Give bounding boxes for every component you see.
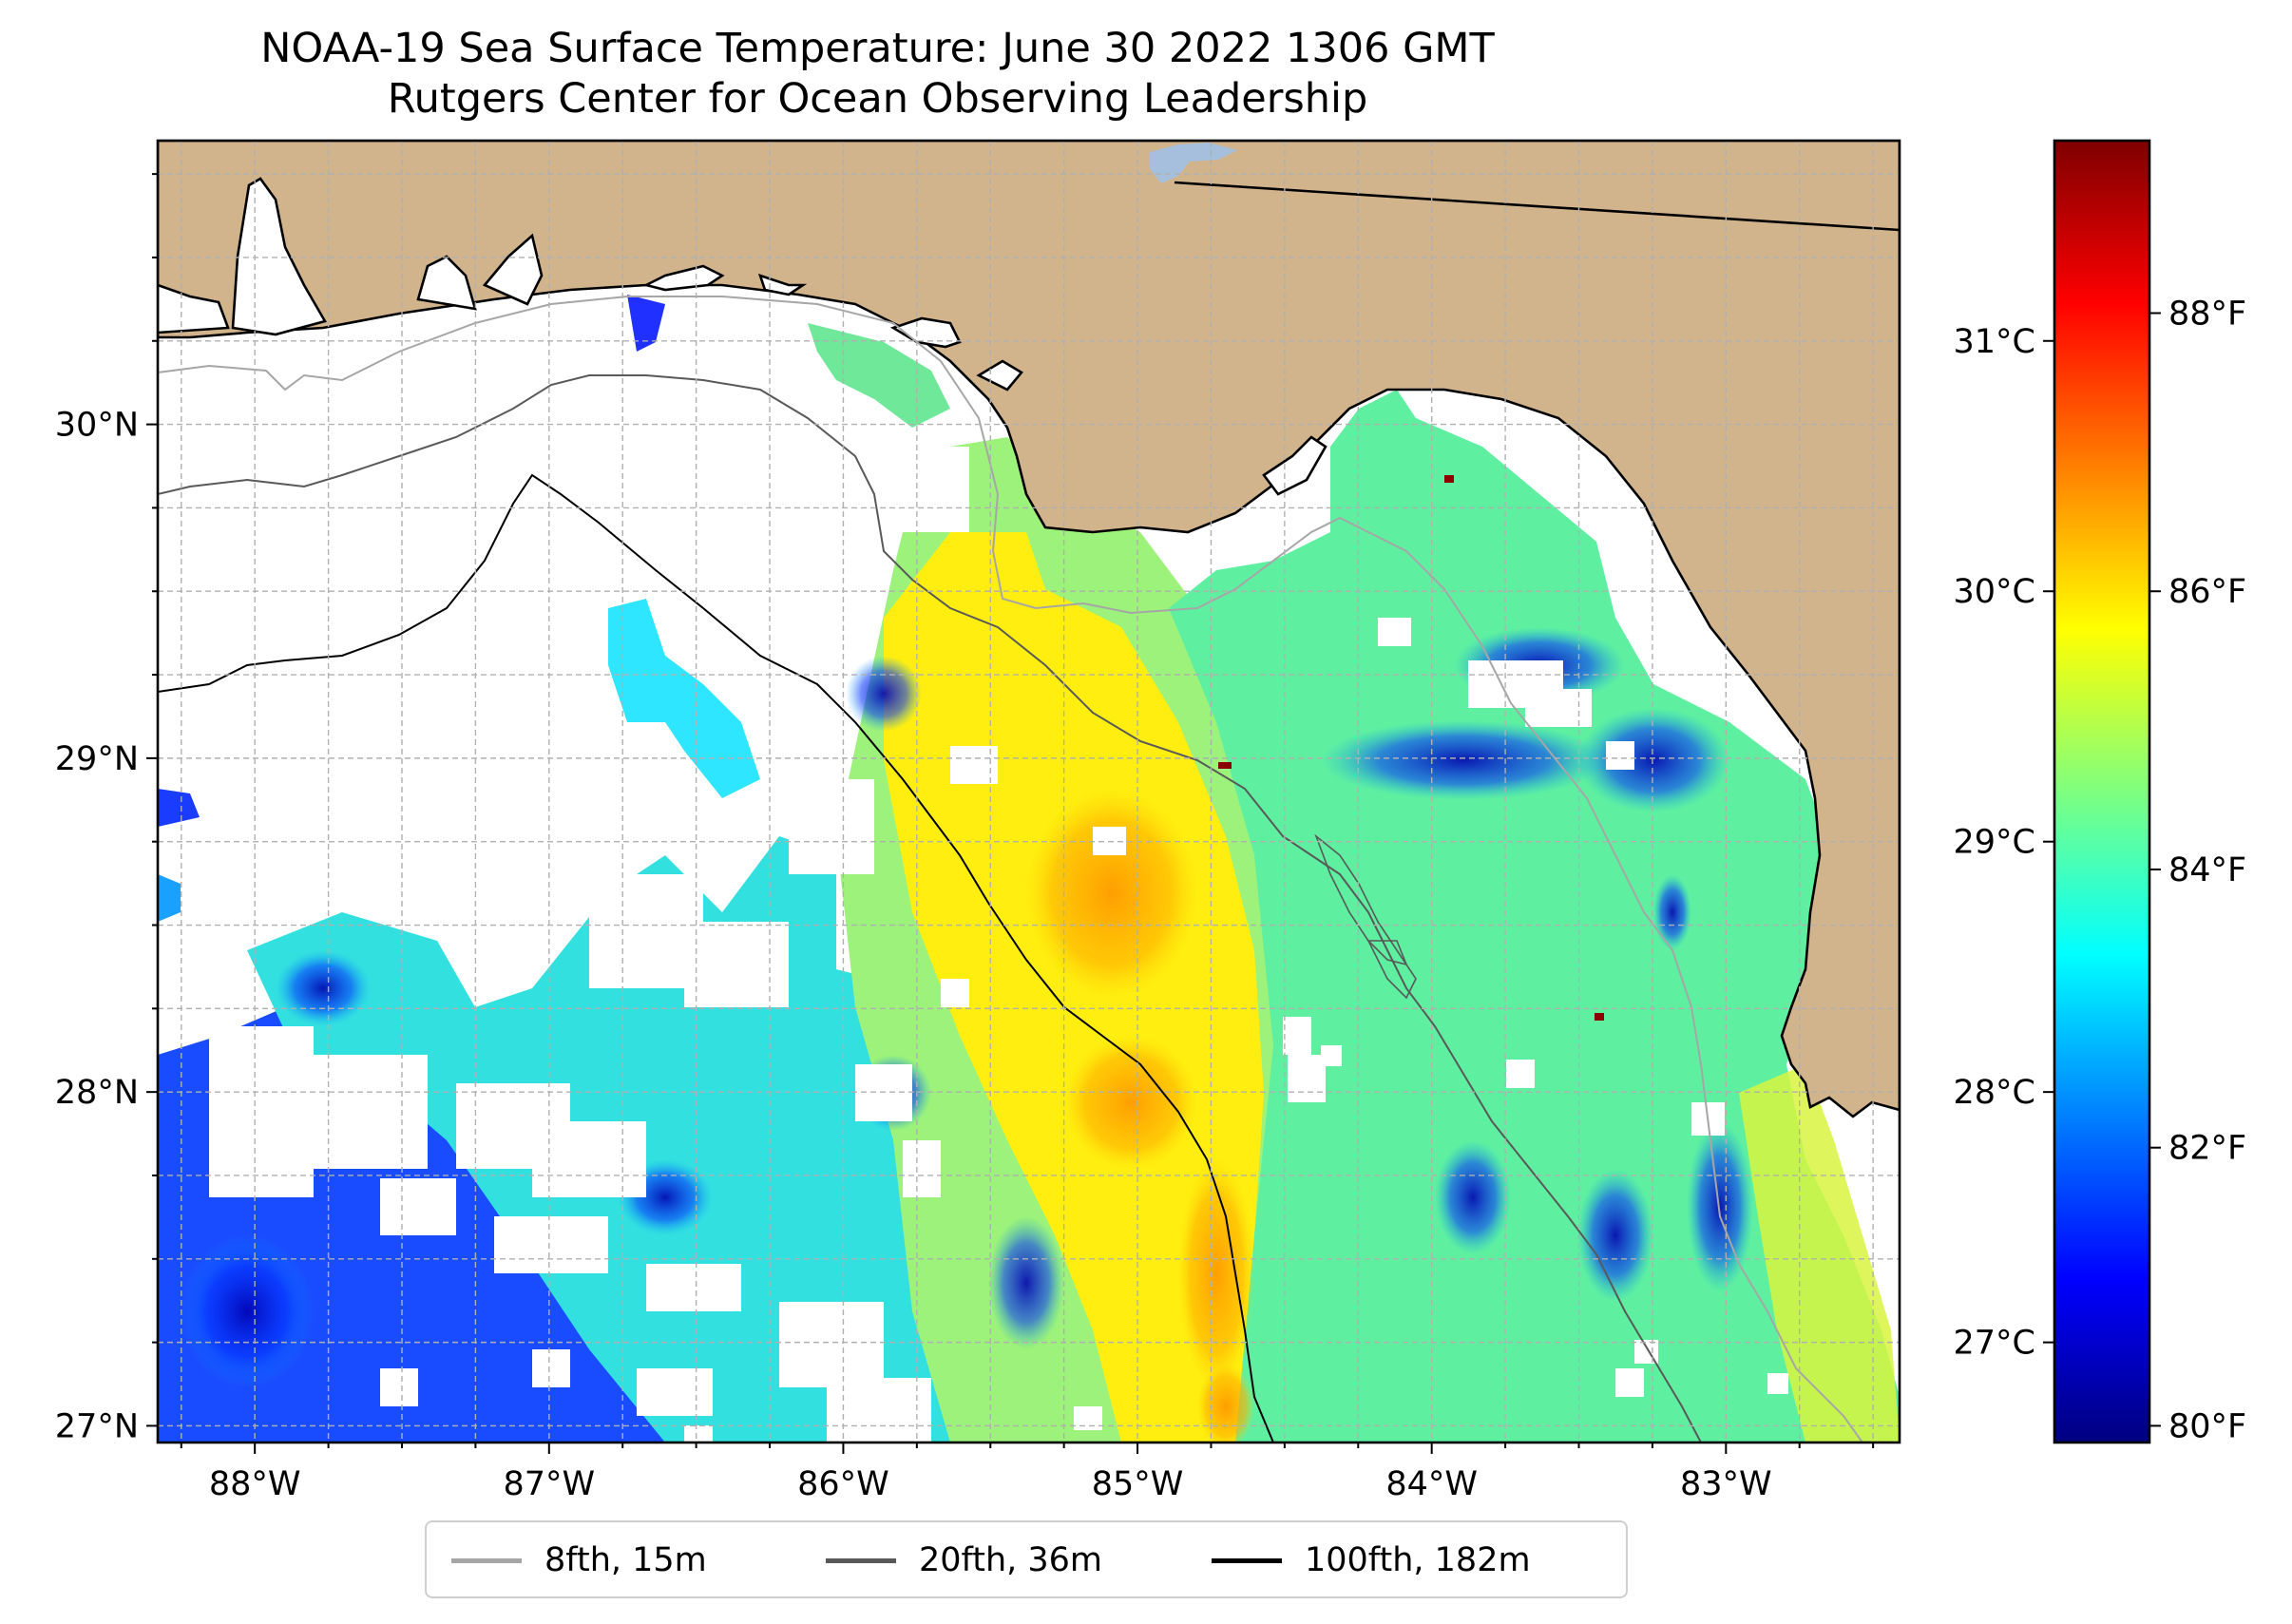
sst-cool-eddy	[181, 1235, 314, 1387]
colorbar-fahrenheit-ticks: 80°F 82°F 84°F 86°F 88°F	[2149, 295, 2246, 1445]
hot-pixels	[1218, 475, 1604, 1021]
colorbar-celsius-label: 27°C	[1954, 1325, 2035, 1363]
contour-shelf-detail	[1314, 833, 1417, 1000]
sst-cool-eddy	[1687, 1121, 1753, 1292]
sst-cool-eddy	[846, 656, 922, 732]
legend-swatch-100fth	[1212, 1557, 1282, 1563]
colorbar-gradient	[2054, 141, 2149, 1442]
legend-swatch-8fth	[451, 1557, 522, 1563]
sst-nearshore-patch	[627, 295, 665, 352]
map-title: NOAA-19 Sea Surface Temperature: June 30…	[260, 25, 1495, 72]
sst-warm-core	[1178, 1159, 1254, 1387]
legend-item-8fth: 8fth, 15m	[451, 1522, 707, 1598]
longitude-tick-label: 83°W	[1680, 1465, 1772, 1503]
longitude-tick-label: 85°W	[1092, 1465, 1184, 1503]
latitude-tick-label: 28°N	[55, 1074, 139, 1112]
sst-warm-core	[1064, 1036, 1197, 1169]
colorbar-celsius-label: 28°C	[1954, 1074, 2035, 1112]
longitude-tick-label: 87°W	[503, 1465, 595, 1503]
sst-cool-eddy	[1577, 1169, 1653, 1302]
colorbar-celsius-label: 31°C	[1954, 323, 2035, 361]
legend-label-20fth: 20fth, 36m	[919, 1541, 1103, 1579]
colorbar-fahrenheit-label: 80°F	[2168, 1407, 2246, 1445]
sst-cool-eddy	[1321, 720, 1606, 800]
legend: 8fth, 15m 20fth, 36m 100fth, 182m	[425, 1520, 1628, 1598]
colorbar-fahrenheit-label: 84°F	[2168, 851, 2246, 889]
sst-cyan-patch	[158, 874, 181, 922]
legend-label-100fth: 100fth, 182m	[1305, 1541, 1531, 1579]
sst-cool-eddy	[988, 1216, 1064, 1349]
sst-cool-eddy	[276, 950, 371, 1026]
sst-cool-eddy	[1435, 1140, 1511, 1254]
latitude-tick-label: 30°N	[55, 407, 139, 445]
map-area[interactable]	[158, 141, 1900, 1449]
cloud-mask	[209, 447, 1788, 1442]
contour-20fth	[158, 374, 1702, 1442]
sst-cyan-patch	[608, 599, 760, 798]
inland-waters	[158, 177, 1327, 496]
latitude-ticks: 27°N 28°N 29°N 30°N	[55, 173, 158, 1445]
contour-8fth	[158, 296, 1863, 1442]
longitude-ticks: 88°W 87°W 86°W 85°W 84°W 83°W	[180, 1442, 1875, 1503]
lake-seminole	[1150, 143, 1237, 183]
colorbar-fahrenheit-label: 88°F	[2168, 295, 2246, 333]
colorbar-celsius-label: 29°C	[1954, 824, 2035, 862]
contour-100fth	[158, 473, 1274, 1442]
legend-item-100fth: 100fth, 182m	[1212, 1522, 1531, 1598]
legend-swatch-20fth	[826, 1557, 896, 1563]
map-frame	[156, 139, 1901, 1444]
colorbar-celsius-label: 30°C	[1954, 573, 2035, 611]
map-subtitle: Rutgers Center for Ocean Observing Leade…	[387, 75, 1368, 123]
state-border	[1174, 181, 1900, 232]
longitude-tick-label: 88°W	[209, 1465, 301, 1503]
sst-blue-patch	[158, 789, 200, 827]
graticule	[158, 141, 1900, 1442]
legend-item-20fth: 20fth, 36m	[826, 1522, 1102, 1598]
longitude-tick-label: 86°W	[797, 1465, 889, 1503]
longitude-tick-label: 84°W	[1385, 1465, 1478, 1503]
sst-cool-eddy	[1577, 708, 1729, 812]
sst-east-nearshore-yellow	[1739, 1064, 1900, 1442]
colorbar-celsius-ticks: 27°C 28°C 29°C 30°C 31°C	[1954, 323, 2054, 1363]
sst-warm-core	[1026, 789, 1197, 998]
colorbar-fahrenheit-label: 86°F	[2168, 573, 2246, 611]
colorbar-fahrenheit-label: 82°F	[2168, 1130, 2246, 1168]
latitude-tick-label: 29°N	[55, 740, 139, 778]
sst-cool-eddy	[1653, 874, 1691, 950]
latitude-tick-label: 27°N	[55, 1407, 139, 1445]
sst-nearshore-patch	[808, 323, 950, 428]
colorbar-frame	[2053, 139, 2151, 1444]
legend-label-8fth: 8fth, 15m	[544, 1541, 707, 1579]
sst-warm-core	[1197, 1364, 1254, 1442]
